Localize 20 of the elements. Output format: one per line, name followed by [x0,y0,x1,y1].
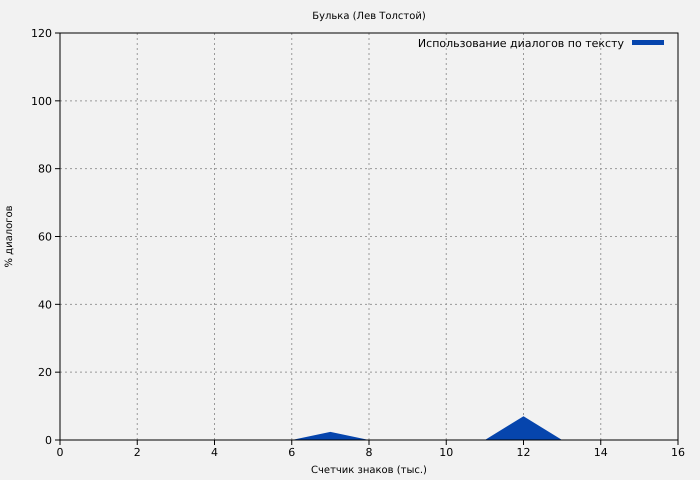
y-tick-label: 60 [38,230,52,244]
y-tick-label: 40 [38,298,52,312]
y-tick-label: 80 [38,162,52,176]
y-tick-label: 0 [45,434,52,447]
x-tick-label: 6 [288,446,296,459]
x-tick-label: 10 [439,446,454,459]
x-tick-label: 4 [211,446,218,459]
x-tick-label: 14 [594,446,608,459]
x-tick-label: 2 [134,446,141,459]
x-axis-title: Счетчик знаков (тыс.) [311,465,428,476]
y-tick-label: 20 [38,366,52,380]
legend-label: Использование диалогов по тексту [418,37,624,50]
x-tick-label: 12 [516,446,530,459]
y-tick-label: 100 [31,94,52,108]
y-axis-title: % диалогов [4,205,15,268]
y-tick-label: 120 [31,27,52,40]
x-tick-label: 16 [671,446,685,459]
x-tick-label: 8 [366,446,372,459]
chart-title: Булька (Лев Толстой) [312,11,426,22]
x-tick-label: 0 [56,446,64,459]
